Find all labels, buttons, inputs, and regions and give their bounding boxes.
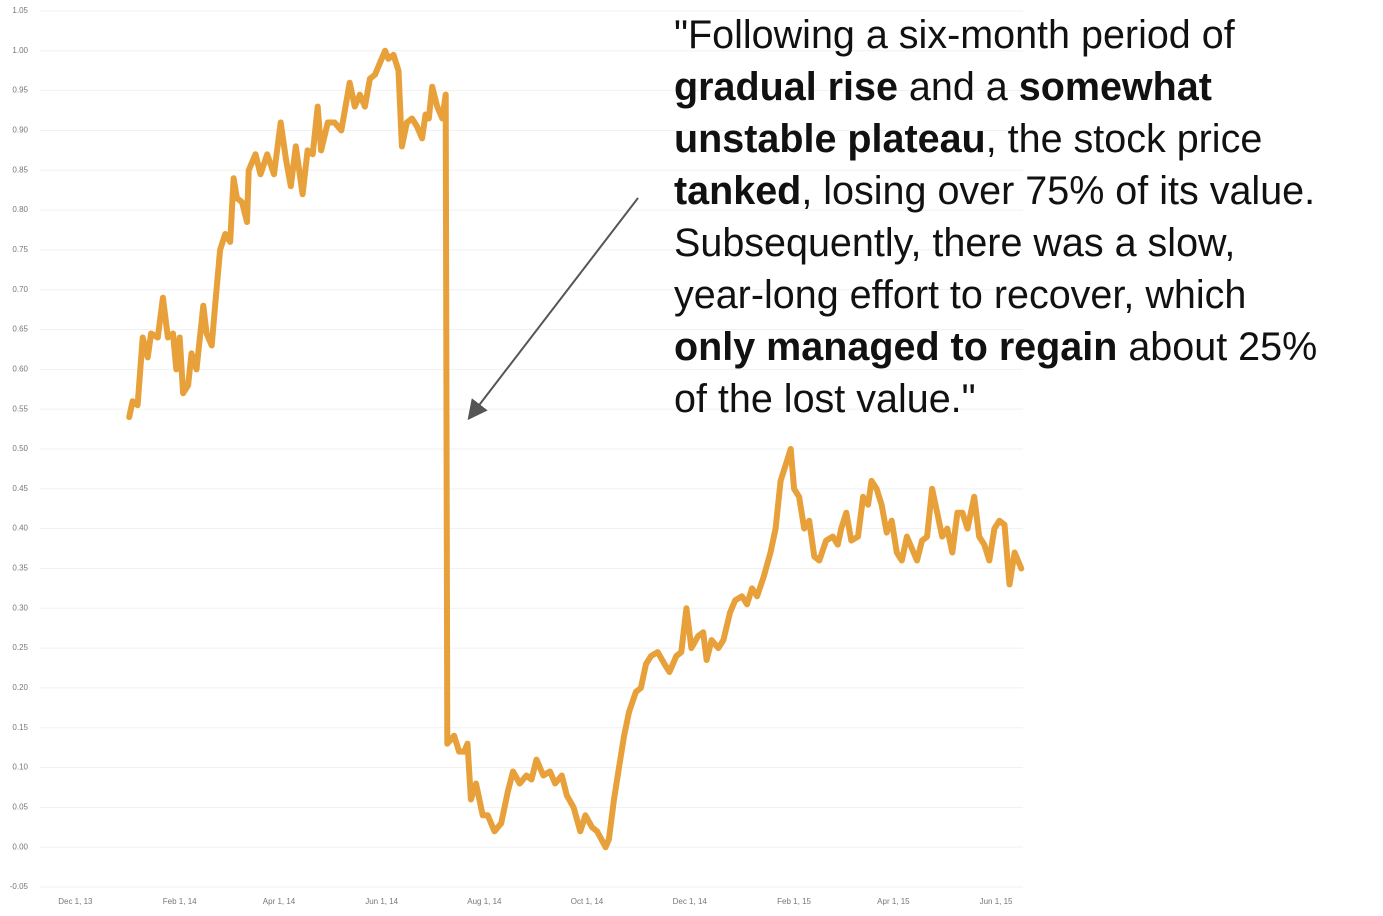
text: , losing over 75% of its value. [801, 169, 1316, 213]
y-tick-label: 0.65 [12, 325, 28, 334]
y-tick-label: 0.95 [12, 86, 28, 95]
annotation-line: of the lost value." [674, 373, 1317, 425]
y-tick-label: 1.05 [12, 6, 28, 15]
annotation-line: unstable plateau, the stock price [674, 113, 1317, 165]
y-tick-label: 0.30 [12, 603, 28, 612]
text: and a [897, 65, 1019, 109]
y-tick-label: 0.60 [12, 364, 28, 373]
text: year-long effort to recover, which [674, 273, 1247, 317]
x-tick-label: Jun 1, 15 [980, 897, 1013, 906]
y-tick-label: 0.40 [12, 524, 28, 533]
annotation-line: "Following a six-month period of [674, 9, 1317, 61]
price-line [126, 47, 1025, 851]
y-tick-label: 0.25 [12, 643, 28, 652]
y-tick-label: 0.90 [12, 126, 28, 135]
y-tick-label: 0.15 [12, 723, 28, 732]
x-tick-label: Feb 1, 14 [163, 897, 197, 906]
x-tick-label: Dec 1, 13 [58, 897, 93, 906]
annotation-line: Subsequently, there was a slow, [674, 217, 1317, 269]
bold-text: tanked [674, 169, 802, 213]
y-tick-label: 0.80 [12, 205, 28, 214]
y-tick-label: 0.75 [12, 245, 28, 254]
y-tick-label: 0.45 [12, 484, 28, 493]
text: of the lost value." [674, 377, 976, 421]
arrow [467, 197, 639, 421]
x-tick-label: Aug 1, 14 [467, 897, 502, 906]
text: , the stock price [985, 117, 1263, 161]
bold-text: only managed to regain [674, 325, 1118, 369]
annotation: "Following a six-month period of gradual … [674, 9, 1317, 425]
annotation-line: gradual rise and a somewhat [674, 61, 1317, 113]
annotation-line: year-long effort to recover, which [674, 269, 1317, 321]
y-tick-label: 0.50 [12, 444, 28, 453]
bold-text: gradual rise [674, 65, 898, 109]
x-tick-label: Jun 1, 14 [365, 897, 398, 906]
y-tick-label: 0.00 [12, 842, 28, 851]
y-tick-label: 0.20 [12, 683, 28, 692]
y-tick-label: -0.05 [10, 882, 29, 891]
plot [126, 47, 1025, 851]
annotation-line: tanked, losing over 75% of its value. [674, 165, 1317, 217]
y-tick-label: 0.10 [12, 763, 28, 772]
text: about 25% [1117, 325, 1318, 369]
bold-text: somewhat [1018, 65, 1212, 109]
y-tick-label: 0.05 [12, 802, 28, 811]
y-tick-label: 0.70 [12, 285, 28, 294]
text: "Following a six-month period of [674, 13, 1235, 57]
y-tick-label: 0.35 [12, 564, 28, 573]
y-tick-label: 0.85 [12, 165, 28, 174]
y-tick-label: 1.00 [12, 46, 28, 55]
text: Subsequently, there was a slow, [674, 221, 1236, 265]
grid [40, 10, 1023, 888]
x-tick-label: Apr 1, 14 [263, 897, 296, 906]
x-tick-label: Dec 1, 14 [673, 897, 708, 906]
x-tick-label: Oct 1, 14 [571, 897, 604, 906]
bold-text: unstable plateau [674, 117, 986, 161]
x-tick-label: Feb 1, 15 [777, 897, 811, 906]
annotation-line: only managed to regain about 25% [674, 321, 1317, 373]
x-tick-label: Apr 1, 15 [877, 897, 910, 906]
y-tick-label: 0.55 [12, 404, 28, 413]
